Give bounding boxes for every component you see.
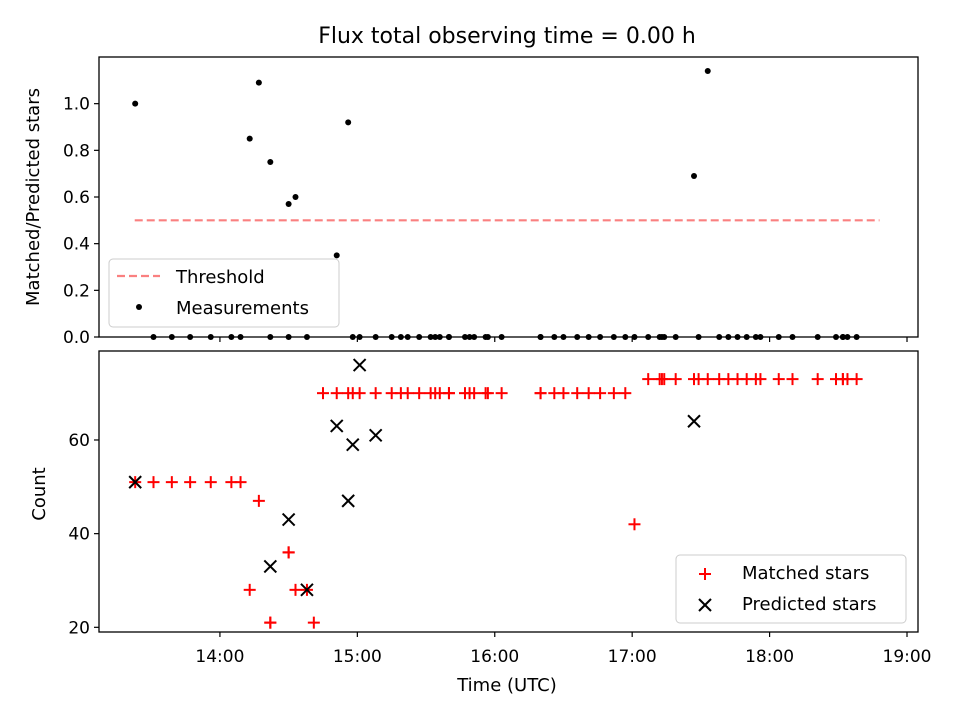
x-tick-label: 16:00 (470, 647, 519, 667)
predicted-star-marker (346, 437, 360, 452)
bottom-y-ticks: 20 40 60 (68, 431, 99, 638)
matched-star-marker (594, 387, 607, 400)
matched-star-marker (607, 387, 620, 400)
matched-star-marker (401, 387, 414, 400)
predicted-star-marker (330, 419, 344, 433)
top-legend: Threshold Measurements (108, 258, 340, 328)
matched-star-marker (754, 373, 767, 386)
predicted-star-marker (128, 475, 142, 489)
bottom-axes-frame (98, 350, 919, 633)
measurement-point (345, 119, 352, 126)
bottom-y-tick-label: 40 (68, 525, 90, 545)
legend-threshold-label: Threshold (175, 267, 265, 288)
legend-predicted-marker (698, 598, 712, 612)
matched-star-marker (234, 476, 247, 489)
legend-matched-label: Matched stars (742, 563, 869, 584)
matched-star-marker (184, 476, 197, 489)
predicted-star-markers (128, 358, 701, 597)
x-tick-label: 14:00 (195, 647, 244, 667)
top-y-tick-label: 0.8 (63, 141, 90, 161)
matched-star-marker (289, 583, 302, 596)
measurement-point (292, 194, 299, 200)
matched-star-marker (243, 583, 256, 596)
bottom-legend: Matched stars Predicted stars (675, 554, 907, 624)
matched-star-marker (669, 373, 682, 386)
predicted-star-marker (687, 414, 701, 428)
predicted-star-marker (352, 358, 367, 372)
matched-star-marker (619, 387, 632, 400)
measurement-point (132, 100, 139, 107)
matched-star-marker (442, 387, 455, 400)
measurement-point (285, 201, 292, 207)
matched-star-marker (628, 518, 641, 531)
top-y-tick-label: 0.2 (63, 281, 90, 301)
matched-star-marker (557, 387, 570, 400)
matched-star-marker (316, 387, 329, 400)
x-axis-label: Time (UTC) (456, 675, 557, 696)
matched-star-marker (701, 373, 714, 386)
x-tick-label: 15:00 (333, 647, 382, 667)
measurement-point (246, 135, 253, 142)
matched-star-marker (481, 387, 494, 400)
matched-star-marker (495, 387, 508, 400)
legend-predicted-label: Predicted stars (742, 594, 876, 615)
x-tick-label: 18:00 (745, 647, 794, 667)
top-y-tick-label: 1.0 (63, 95, 90, 115)
matched-star-marker (307, 616, 320, 629)
matched-star-marker (658, 373, 671, 386)
predicted-star-marker (281, 512, 296, 527)
bottom-y-tick-label: 60 (68, 431, 90, 451)
top-y-tick-label: 0.6 (63, 188, 90, 208)
x-tick-label: 19:00 (883, 647, 932, 667)
matched-star-marker (353, 387, 366, 400)
top-panel: 0.0 0.2 0.4 0.6 0.8 1.0 Matched/Predicted sta… (23, 56, 919, 348)
matched-star-marker (772, 373, 785, 386)
matched-star-marker (165, 476, 178, 489)
measurement-point (255, 79, 262, 86)
matched-star-marker (282, 546, 295, 559)
matched-star-marker (204, 476, 217, 489)
x-tick-label: 17:00 (608, 647, 657, 667)
top-x-ticks (219, 337, 908, 342)
top-y-ticks: 0.0 0.2 0.4 0.6 0.8 1.0 (63, 95, 99, 348)
predicted-star-marker (368, 428, 383, 443)
matched-star-marker (811, 373, 824, 386)
bottom-y-axis-label: Count (29, 467, 50, 520)
measurement-point (267, 159, 274, 165)
matched-star-marker (413, 387, 426, 400)
matched-star-marker (850, 373, 863, 386)
predicted-star-marker (263, 559, 278, 574)
matched-star-marker (264, 616, 277, 629)
matched-star-marker (786, 373, 799, 386)
top-y-tick-label: 0.4 (63, 235, 90, 255)
matched-star-marker (252, 494, 265, 507)
measurement-point (704, 68, 711, 74)
matched-star-marker (642, 373, 655, 386)
top-legend-box (108, 258, 340, 328)
predicted-star-marker (300, 583, 314, 597)
matched-star-marker (534, 387, 547, 400)
top-y-axis-label: Matched/Predicted stars (23, 88, 44, 306)
bottom-panel: 20 40 60 14:00 15:00 16:00 17:00 18:00 19:00 Co… (29, 350, 932, 696)
top-y-tick-label: 0.0 (63, 328, 90, 348)
bottom-y-tick-label: 20 (68, 618, 90, 638)
legend-measurement-dot (136, 304, 142, 310)
matched-star-marker (147, 476, 160, 489)
predicted-star-marker (341, 494, 355, 508)
bottom-x-ticks: 14:00 15:00 16:00 17:00 18:00 19:00 (195, 632, 932, 667)
measurement-point (333, 252, 340, 259)
chart-title: Flux total observing time = 0.00 h (318, 24, 696, 49)
legend-measurements-label: Measurements (176, 298, 309, 319)
matched-star-marker (330, 387, 343, 400)
matched-star-marker (571, 387, 584, 400)
matched-star-marker (369, 387, 382, 400)
matched-star-marker (582, 387, 595, 400)
bottom-legend-box (675, 554, 907, 624)
legend-matched-marker (699, 568, 711, 580)
measurement-point (691, 173, 698, 179)
matched-star-markers (129, 373, 863, 629)
matched-star-marker (468, 387, 481, 400)
